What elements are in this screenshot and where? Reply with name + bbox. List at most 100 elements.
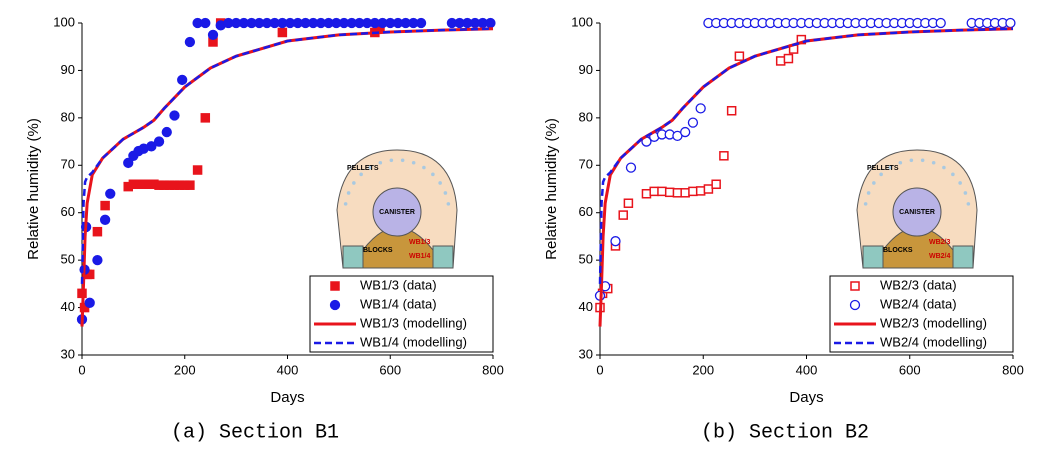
legend-label: WB2/3 (data) — [880, 277, 957, 292]
inset-base-right — [952, 245, 974, 269]
inset-canister — [892, 187, 942, 237]
inset-dot — [368, 165, 372, 170]
x-tick-label: 600 — [379, 362, 401, 377]
y-tick-label: 90 — [61, 62, 75, 77]
y-tick-label: 50 — [579, 252, 593, 267]
marker-square — [623, 198, 634, 208]
y-axis-label: Relative humidity (%) — [25, 118, 42, 260]
marker-square — [657, 186, 667, 197]
marker-square — [200, 113, 211, 123]
marker-circle — [687, 117, 699, 128]
inset-base-right — [432, 245, 454, 269]
legend-label: WB2/4 (data) — [880, 296, 957, 311]
y-tick-label: 70 — [579, 157, 593, 172]
inset-dot — [863, 202, 868, 206]
y-tick-label: 70 — [61, 157, 75, 172]
marker-circle — [207, 29, 219, 41]
marker-square — [92, 226, 103, 237]
marker-circle — [415, 17, 427, 29]
inset-dot — [411, 160, 416, 165]
x-tick-label: 800 — [1002, 362, 1024, 377]
x-axis-label: Days — [270, 389, 304, 406]
inset-dot — [431, 172, 435, 177]
marker-circle — [1005, 17, 1016, 29]
inset-dot — [920, 158, 925, 163]
inset-label: BLOCKS — [883, 247, 913, 254]
marker-square — [719, 151, 729, 161]
inset: PELLETS CANISTER BLOCKS WB1/3 WB1/4 — [336, 149, 458, 269]
legend-label: WB2/3 (modelling) — [880, 315, 987, 330]
y-tick-label: 100 — [53, 14, 75, 29]
inset-dot — [422, 165, 426, 170]
marker-circle — [680, 126, 691, 138]
y-tick-label: 80 — [579, 109, 593, 124]
y-tick-label: 60 — [61, 204, 75, 219]
marker-square — [695, 186, 706, 196]
inset-dot — [446, 202, 451, 206]
inset-dot — [951, 172, 955, 177]
marker-square — [726, 105, 737, 116]
y-tick-label: 100 — [571, 14, 593, 29]
marker-square — [649, 186, 659, 197]
marker-square — [672, 188, 683, 198]
marker-square — [703, 184, 714, 194]
inset-dot — [352, 181, 356, 185]
marker-square — [664, 187, 675, 198]
marker-square — [711, 179, 721, 190]
inset-label: WB2/4 — [929, 253, 951, 260]
inset: PELLETS CANISTER BLOCKS WB2/3 WB2/4 — [856, 149, 978, 269]
inset-dot — [443, 191, 448, 195]
inset-dot — [888, 165, 892, 170]
marker-square — [618, 210, 628, 220]
inset-dot — [343, 202, 348, 206]
legend: WB1/3 (data) WB1/4 (data) WB1/3 (modelling… — [309, 275, 494, 353]
inset-dot — [958, 181, 962, 185]
y-tick-label: 40 — [579, 299, 593, 314]
marker-square — [185, 180, 195, 190]
marker-square — [783, 53, 794, 64]
marker-circle — [935, 17, 946, 29]
inset-dot — [879, 172, 883, 177]
inset-dot — [866, 191, 871, 195]
inset-dot — [963, 191, 968, 195]
inset-dot — [359, 172, 363, 177]
y-tick-label: 40 — [61, 299, 75, 314]
inset-label: WB2/3 — [929, 239, 951, 246]
y-axis-label: Relative humidity (%) — [543, 118, 560, 260]
inset-dot — [400, 158, 405, 163]
marker-square — [641, 188, 652, 199]
legend-label: WB1/3 (data) — [360, 277, 437, 292]
legend-label: WB1/4 (modelling) — [360, 334, 467, 349]
marker-square — [680, 188, 690, 198]
y-tick-label: 90 — [579, 62, 593, 77]
inset-dot — [438, 181, 442, 185]
marker-circle — [146, 141, 157, 152]
inset-dot — [346, 191, 351, 195]
model-line — [80, 27, 494, 284]
y-tick-label: 60 — [579, 204, 593, 219]
caption: (a) Section B1 — [171, 421, 339, 444]
marker-circle — [610, 236, 621, 247]
legend-label: WB1/4 (data) — [360, 296, 437, 311]
marker-circle — [329, 299, 341, 311]
plot: PELLETS CANISTER BLOCKS WB1/3 WB1/4 0 200 400 60… — [25, 14, 504, 444]
marker-circle — [695, 103, 706, 114]
legend-box — [309, 275, 494, 353]
x-tick-label: 200 — [692, 362, 714, 377]
inset-label: WB1/3 — [409, 239, 431, 246]
inset-dot — [378, 160, 383, 165]
x-tick-label: 400 — [796, 362, 818, 377]
x-axis-label: Days — [789, 389, 823, 406]
marker-square — [734, 51, 745, 61]
marker-circle — [99, 214, 111, 225]
inset-label: CANISTER — [379, 209, 415, 216]
inset-dot — [931, 160, 936, 165]
marker-circle — [105, 188, 116, 199]
x-tick-label: 0 — [596, 362, 603, 377]
inset-dot — [389, 158, 394, 163]
marker-circle — [485, 17, 496, 29]
marker-circle — [84, 297, 95, 308]
marker-square — [775, 56, 786, 66]
